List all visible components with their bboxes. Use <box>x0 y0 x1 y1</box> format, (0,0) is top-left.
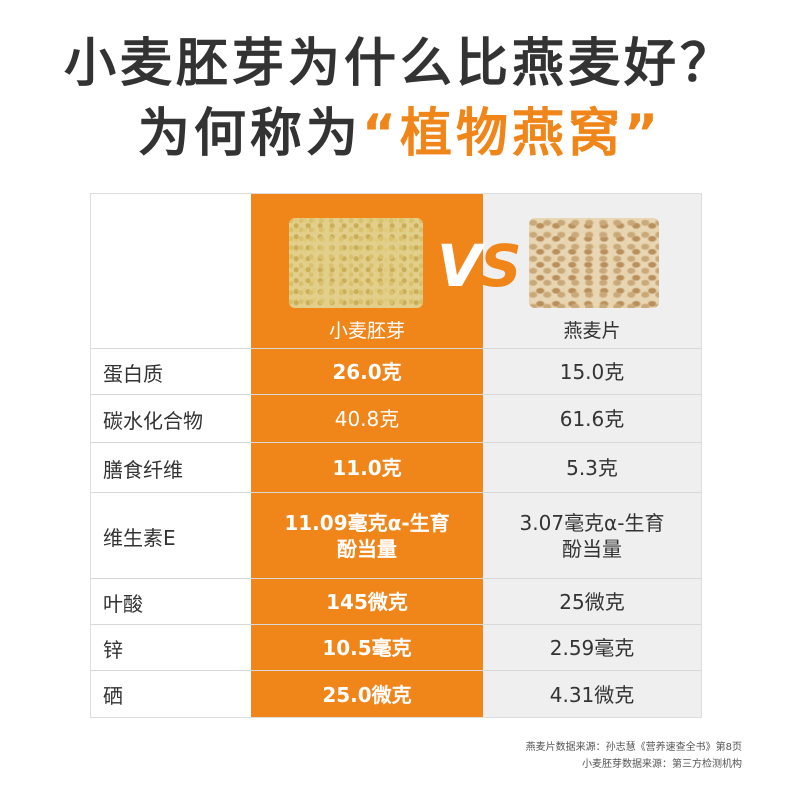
nutrient-name: 膳食纤维 <box>103 457 183 482</box>
wheat-value: 40.8克 <box>334 407 400 431</box>
wheat-value: 26.0克 <box>332 360 402 384</box>
table-row: 硒 25.0微克 4.31微克 <box>91 670 701 718</box>
nutrient-name: 叶酸 <box>103 591 143 616</box>
oat-header: 燕麦片 <box>563 320 621 342</box>
nutrient-name: 碳水化合物 <box>103 408 203 433</box>
title-line-1: 小麦胚芽为什么比燕麦好？ <box>63 34 736 94</box>
vs-letter-s: S <box>479 232 522 300</box>
wheat-germ-header: 小麦胚芽 <box>328 320 405 342</box>
wheat-value: 10.5毫克 <box>322 636 412 660</box>
table-row: 碳水化合物 40.8克 61.6克 <box>91 394 701 443</box>
wheat-value: 11.0克 <box>332 456 402 480</box>
table-row: 锌 10.5毫克 2.59毫克 <box>91 624 701 671</box>
oat-value: 5.3克 <box>566 456 618 480</box>
title-highlight: “植物燕窝” <box>361 104 663 164</box>
title-line-2-prefix: 为何称为 <box>137 104 362 164</box>
oat-value: 15.0克 <box>559 360 625 384</box>
table-row: 膳食纤维 11.0克 5.3克 <box>91 442 701 493</box>
oat-data-source: 燕麦片数据来源：孙志慧《营养速查全书》第8页 <box>525 742 742 753</box>
nutrient-column <box>91 194 251 717</box>
nutrient-name: 维生素E <box>103 525 176 550</box>
table-row: 维生素E 11.09毫克α-生育酚当量 3.07毫克α-生育酚当量 <box>91 492 701 579</box>
wheat-germ-image <box>289 218 423 308</box>
oat-value: 61.6克 <box>559 407 625 431</box>
nutrient-name: 蛋白质 <box>103 361 163 386</box>
wheat-value: 11.09毫克α-生育酚当量 <box>284 511 450 561</box>
oat-value: 25微克 <box>559 590 625 614</box>
wheat-value: 145微克 <box>326 590 408 614</box>
nutrient-name: 硒 <box>103 684 123 708</box>
vs-badge: VS <box>437 232 522 300</box>
comparison-table: VS 小麦胚芽 燕麦片 蛋白质 26.0克 15.0克 碳水化合物 40.8克 … <box>90 193 702 718</box>
table-row: 叶酸 145微克 25微克 <box>91 578 701 625</box>
nutrient-name: 锌 <box>103 637 123 662</box>
title-line-2: 为何称为“植物燕窝” <box>0 102 800 166</box>
wheat-germ-data-source: 小麦胚芽数据来源：第三方检测机构 <box>582 759 742 770</box>
wheat-value: 25.0微克 <box>322 682 412 707</box>
table-row: 蛋白质 26.0克 15.0克 <box>91 348 701 395</box>
vs-letter-v: V <box>437 232 482 300</box>
oat-flakes-image <box>529 218 659 308</box>
oat-value: 2.59毫克 <box>549 636 635 660</box>
oat-value: 4.31微克 <box>549 682 635 707</box>
oat-value: 3.07毫克α-生育酚当量 <box>519 511 665 561</box>
